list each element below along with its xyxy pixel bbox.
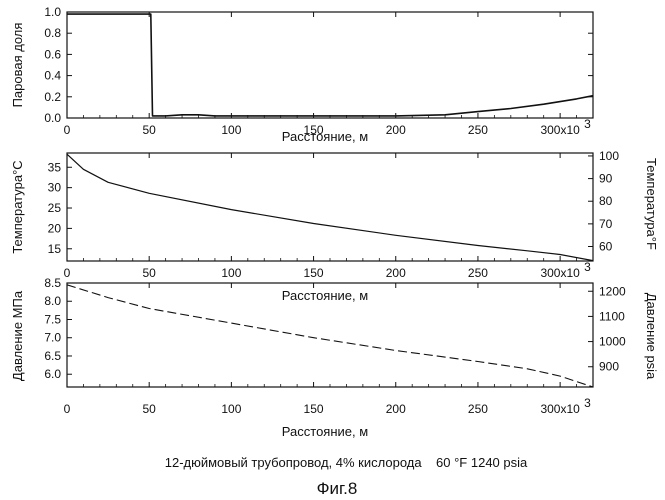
x-tick-label: 0 [64,266,71,280]
x-tick-label: 250 [468,402,488,416]
y-tick-label: 0.8 [44,26,61,40]
y-tick-label: 20 [48,221,62,235]
y-tick-label: 6.0 [44,367,61,381]
plot-frame [67,153,593,261]
y-tick-label: 30 [48,181,62,195]
x-tick-label: 0 [64,123,71,137]
y-right-axis-label: Давление psia [644,293,659,380]
x-tick-label: 250 [468,123,488,137]
series-line [67,154,593,260]
y-tick-label: 0.6 [44,47,61,61]
plot-frame [67,12,593,118]
y-right-tick-label: 1000 [599,335,626,349]
series-line [67,14,593,116]
x-tick-label: 150 [304,402,324,416]
y-right-tick-label: 70 [599,217,613,231]
x-tick-exponent: 3 [584,260,591,274]
x-tick-label: 0 [64,402,71,416]
y-tick-label: 7.0 [44,331,61,345]
y-right-tick-label: 1100 [599,309,625,323]
y-tick-label: 15 [48,242,62,256]
x-tick-label: 200 [386,123,406,137]
y-right-tick-label: 100 [599,149,619,163]
y-tick-label: 25 [48,201,62,215]
y-axis-label: Паровая доля [10,23,25,108]
x-tick-exponent: 3 [584,117,591,131]
y-tick-label: 7.5 [44,312,61,326]
y-right-tick-label: 60 [599,240,613,254]
x-tick-label: 250 [468,266,488,280]
y-right-tick-label: 90 [599,172,613,186]
y-tick-label: 0.4 [44,69,61,83]
temperature-panel: 0 50 100 150 200 250 300x10 3 15 20 25 30 35 60 70 80 90… [10,149,659,303]
y-right-axis-label: Температура°F [644,158,659,250]
x-tick-label: 200 [386,266,406,280]
x-tick-label: 300x10 [540,266,580,280]
vapor-fraction-panel: 050100150200250300x1030.00.20.40.60.81.0… [10,5,593,144]
x-tick-label: 300x10 [540,123,580,137]
x-tick-label: 50 [143,123,157,137]
y-axis-label: Температура°C [10,160,25,253]
x-tick-label: 50 [143,402,157,416]
x-tick-label: 50 [143,266,157,280]
x-tick-label: 150 [304,266,324,280]
y-axis-label: Давление МПа [10,290,25,381]
y-tick-label: 8.5 [44,276,61,290]
y-tick-label: 1.0 [44,5,61,19]
x-axis-label: Расстояние, м [282,288,368,303]
figure-label: Фиг.8 [317,479,358,498]
x-tick-label: 100 [221,123,241,137]
x-axis-label: Расстояние, м [282,424,368,439]
x-axis-label: Расстояние, м [282,129,368,144]
y-tick-label: 0.0 [44,111,61,125]
figure-caption: 12-дюймовый трубопровод, 4% кислорода 60… [165,455,528,470]
y-tick-label: 8.0 [44,294,61,308]
x-tick-label: 200 [386,402,406,416]
y-tick-label: 0.2 [44,90,61,104]
y-tick-label: 6.5 [44,349,61,363]
y-tick-label: 35 [48,160,62,174]
y-right-tick-label: 900 [599,360,619,374]
x-tick-label: 100 [221,402,241,416]
y-right-tick-label: 80 [599,194,613,208]
x-tick-label: 300x10 [540,402,580,416]
x-tick-exponent: 3 [584,396,591,410]
x-tick-label: 100 [221,266,241,280]
y-right-tick-label: 1200 [599,284,626,298]
